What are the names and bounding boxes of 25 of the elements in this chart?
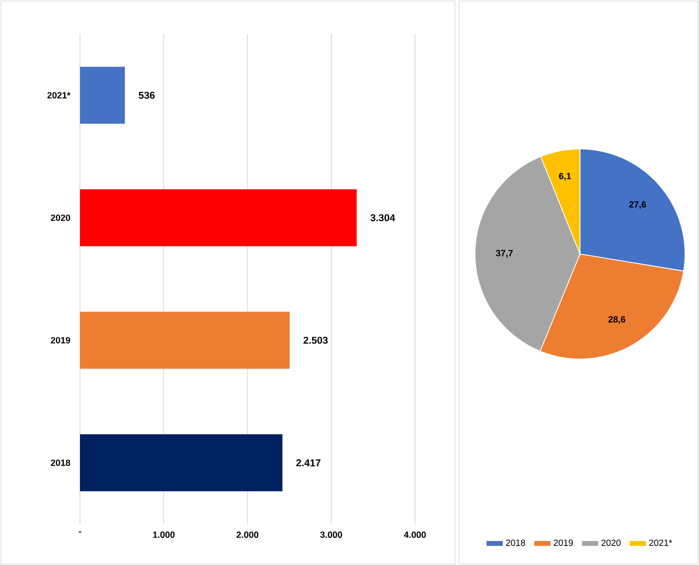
legend-label: 2020 — [602, 540, 621, 546]
data-label: 37,7 — [496, 250, 513, 258]
y-tick-label: 2018 — [50, 460, 70, 466]
data-label: 27,6 — [629, 201, 646, 209]
legend-label: 2018 — [506, 540, 526, 546]
x-tick-label: 1.000 — [153, 532, 175, 538]
bar — [80, 434, 282, 492]
bar — [80, 189, 357, 246]
legend-label: 2019 — [554, 540, 573, 546]
x-tick-label: - — [78, 532, 82, 533]
data-label: 2.417 — [296, 459, 320, 466]
data-label: 2.503 — [303, 336, 328, 344]
x-tick-label: 4.000 — [404, 532, 426, 538]
data-label: 6,1 — [559, 172, 571, 181]
y-tick-label: 2020 — [50, 214, 70, 221]
data-label: 536 — [138, 92, 155, 99]
y-tick-label: 2021* — [47, 92, 70, 98]
data-label: 3.304 — [370, 214, 396, 222]
x-tick-label: 2.000 — [236, 532, 258, 538]
bar — [80, 66, 125, 124]
y-tick-label: 2019 — [50, 337, 70, 344]
bar — [80, 312, 290, 369]
x-tick-label: 3.000 — [320, 532, 342, 538]
data-label: 28,6 — [608, 316, 626, 324]
legend-label: 2021* — [649, 540, 672, 546]
